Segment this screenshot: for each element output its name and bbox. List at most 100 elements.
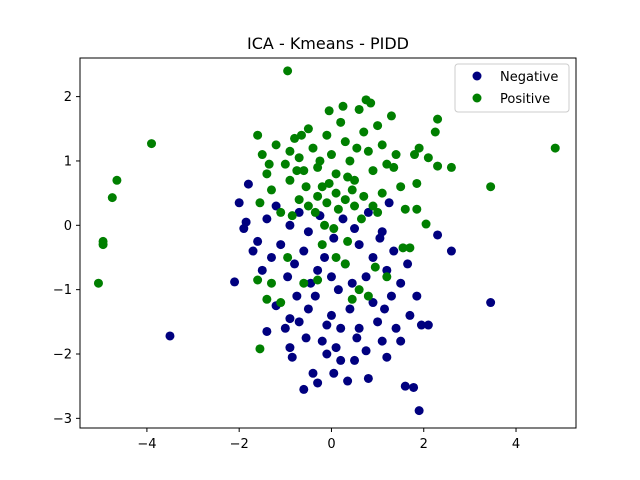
- point-positive-61: [368, 166, 378, 176]
- point-positive-7: [550, 143, 560, 153]
- point-positive-29: [340, 259, 350, 269]
- point-positive-73: [340, 195, 350, 205]
- x-tick-label-1: −2: [230, 437, 249, 452]
- point-positive-3: [107, 193, 117, 203]
- y-tick-label-3: 0: [64, 219, 72, 234]
- point-positive-35: [331, 252, 341, 262]
- point-positive-1: [147, 139, 157, 149]
- point-negative-76: [234, 198, 244, 208]
- point-positive-85: [338, 101, 348, 111]
- point-positive-65: [386, 111, 396, 121]
- point-negative-52: [347, 278, 357, 288]
- point-positive-67: [396, 182, 406, 192]
- x-tick-label-4: 4: [512, 437, 520, 452]
- point-negative-8: [243, 179, 253, 189]
- point-positive-102: [347, 185, 357, 195]
- point-negative-35: [400, 381, 410, 391]
- point-negative-38: [416, 320, 426, 330]
- point-negative-85: [329, 368, 339, 378]
- point-positive-27: [299, 278, 309, 288]
- point-positive-12: [433, 161, 443, 171]
- point-negative-47: [313, 265, 323, 275]
- point-positive-72: [331, 188, 341, 198]
- point-negative-65: [285, 220, 295, 230]
- point-negative-69: [329, 233, 339, 243]
- point-positive-22: [255, 344, 265, 354]
- point-positive-16: [412, 178, 422, 188]
- point-positive-93: [320, 220, 330, 230]
- point-negative-6: [230, 277, 240, 287]
- point-negative-0: [165, 331, 175, 341]
- y-axis: −3 −2 −1 0 1 2: [53, 90, 80, 427]
- point-positive-17: [412, 204, 422, 214]
- point-positive-32: [382, 272, 392, 282]
- point-negative-59: [396, 278, 406, 288]
- point-negative-34: [396, 336, 406, 346]
- point-positive-71: [322, 198, 332, 208]
- point-positive-28: [313, 275, 323, 285]
- point-negative-28: [368, 298, 378, 308]
- point-positive-45: [294, 153, 304, 163]
- point-positive-96: [292, 166, 302, 176]
- point-negative-37: [412, 291, 422, 301]
- point-positive-31: [363, 291, 373, 301]
- x-tick-label-2: 0: [327, 437, 335, 452]
- point-negative-64: [271, 201, 281, 211]
- point-positive-90: [264, 159, 274, 169]
- point-negative-27: [363, 373, 373, 383]
- point-negative-5: [446, 246, 456, 256]
- point-positive-40: [266, 185, 276, 195]
- point-positive-58: [354, 104, 364, 114]
- x-tick-label-3: 2: [420, 437, 428, 452]
- point-positive-70: [313, 191, 323, 201]
- point-negative-36: [405, 310, 415, 320]
- point-negative-2: [414, 406, 424, 416]
- point-positive-77: [377, 188, 387, 198]
- point-negative-50: [333, 285, 343, 295]
- point-positive-53: [331, 169, 341, 179]
- point-positive-5: [98, 240, 108, 250]
- point-negative-54: [361, 272, 371, 282]
- point-positive-88: [285, 146, 295, 156]
- point-negative-55: [368, 252, 378, 262]
- point-positive-89: [255, 198, 265, 208]
- point-positive-8: [486, 182, 496, 192]
- point-positive-18: [421, 219, 431, 229]
- point-positive-43: [285, 175, 295, 185]
- point-positive-2: [112, 175, 122, 185]
- point-negative-84: [310, 291, 320, 301]
- point-positive-60: [363, 146, 373, 156]
- point-positive-76: [368, 201, 378, 211]
- point-positive-68: [294, 195, 304, 205]
- point-negative-77: [241, 217, 251, 227]
- point-positive-25: [266, 278, 276, 288]
- point-negative-39: [423, 320, 433, 330]
- point-positive-19: [400, 204, 410, 214]
- point-positive-82: [356, 214, 366, 224]
- chart-title: ICA - Kmeans - PIDD: [247, 34, 409, 53]
- point-positive-84: [366, 98, 376, 108]
- point-negative-86: [285, 314, 295, 324]
- point-negative-60: [403, 259, 413, 269]
- point-positive-59: [359, 127, 369, 137]
- point-positive-0: [283, 66, 293, 76]
- point-negative-75: [248, 246, 258, 256]
- point-positive-80: [310, 207, 320, 217]
- point-negative-16: [308, 368, 318, 378]
- point-positive-44: [290, 133, 300, 143]
- point-positive-20: [398, 243, 408, 253]
- point-negative-41: [266, 252, 276, 262]
- point-positive-13: [423, 153, 433, 163]
- point-negative-78: [292, 291, 302, 301]
- point-positive-26: [276, 298, 286, 308]
- point-positive-63: [377, 140, 387, 150]
- point-negative-11: [280, 323, 290, 333]
- point-negative-67: [303, 227, 313, 237]
- point-negative-33: [391, 323, 401, 333]
- point-negative-22: [336, 355, 346, 365]
- point-positive-75: [359, 191, 369, 201]
- point-negative-29: [373, 317, 383, 327]
- point-positive-95: [373, 207, 383, 217]
- legend-marker-negative: [472, 71, 482, 81]
